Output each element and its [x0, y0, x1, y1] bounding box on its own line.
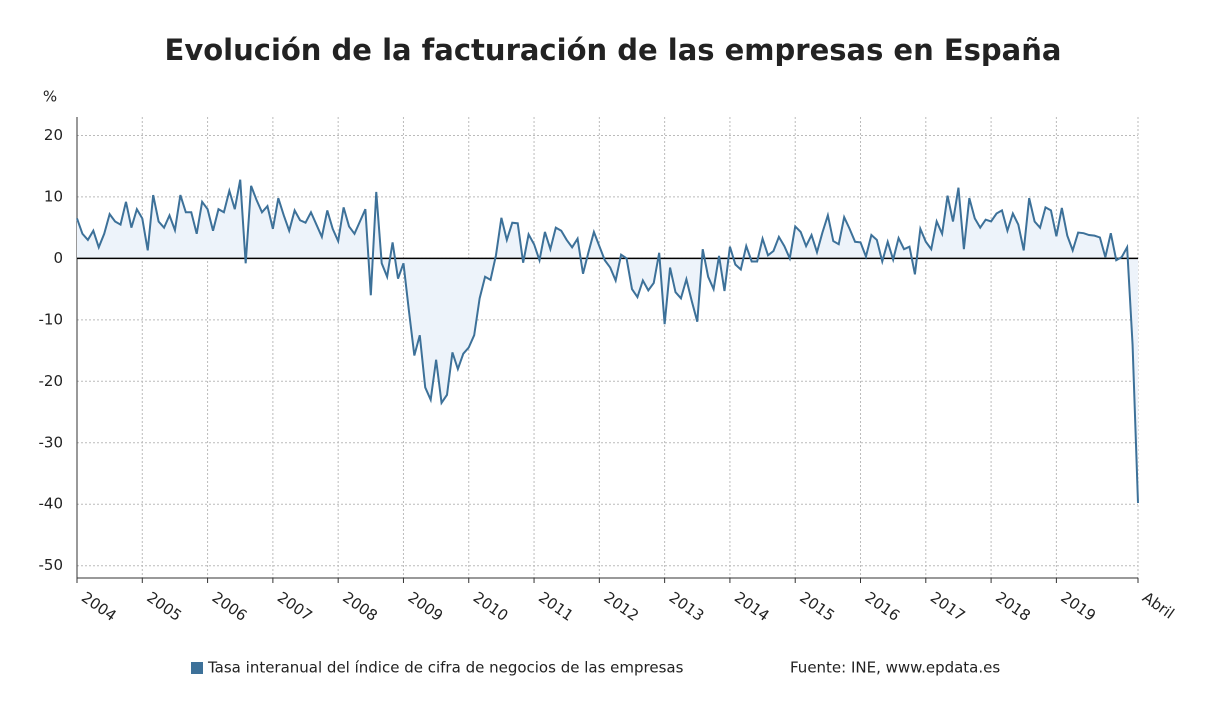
- x-tick-label: 2017: [927, 588, 969, 625]
- legend-swatch: [191, 662, 203, 674]
- y-tick-label: -10: [39, 310, 64, 328]
- source: Fuente: INE, www.epdata.es: [790, 659, 1000, 677]
- x-tick-label: 2010: [470, 588, 512, 625]
- y-tick-label: -40: [39, 495, 64, 513]
- x-tick-label: 2019: [1058, 588, 1100, 625]
- line: [76, 179, 1139, 504]
- y-tick-label: 10: [44, 187, 63, 205]
- y-tick-label: -50: [39, 556, 64, 574]
- x-tick-label: 2004: [78, 588, 120, 625]
- chart-title: Evolución de la facturación de las empre…: [165, 33, 1062, 67]
- x-tick-label: 2015: [796, 588, 838, 625]
- y-tick-label: -30: [39, 433, 64, 451]
- x-tick-label: 2014: [731, 588, 773, 625]
- x-tick-label: 2006: [209, 588, 251, 625]
- x-tick-label: 2018: [992, 588, 1034, 625]
- y-unit: %: [43, 88, 57, 106]
- area: [77, 179, 1138, 504]
- x-tick-label: 2009: [405, 588, 447, 625]
- x-tick-label: 2008: [339, 588, 381, 625]
- x-tick-label: 2005: [143, 588, 185, 625]
- x-tick-label: 2012: [600, 588, 642, 625]
- x-tick-label: 2016: [862, 588, 904, 625]
- x-tick-label: Abril: [1139, 588, 1177, 622]
- x-tick-label: 2011: [535, 588, 577, 625]
- y-tick-label: 20: [44, 126, 63, 144]
- legend-label: Tasa interanual del índice de cifra de n…: [207, 659, 684, 677]
- y-tick-label: 0: [53, 249, 63, 267]
- y-tick-label: -20: [39, 372, 64, 390]
- x-tick-label: 2013: [666, 588, 708, 625]
- x-tick-label: 2007: [274, 588, 316, 625]
